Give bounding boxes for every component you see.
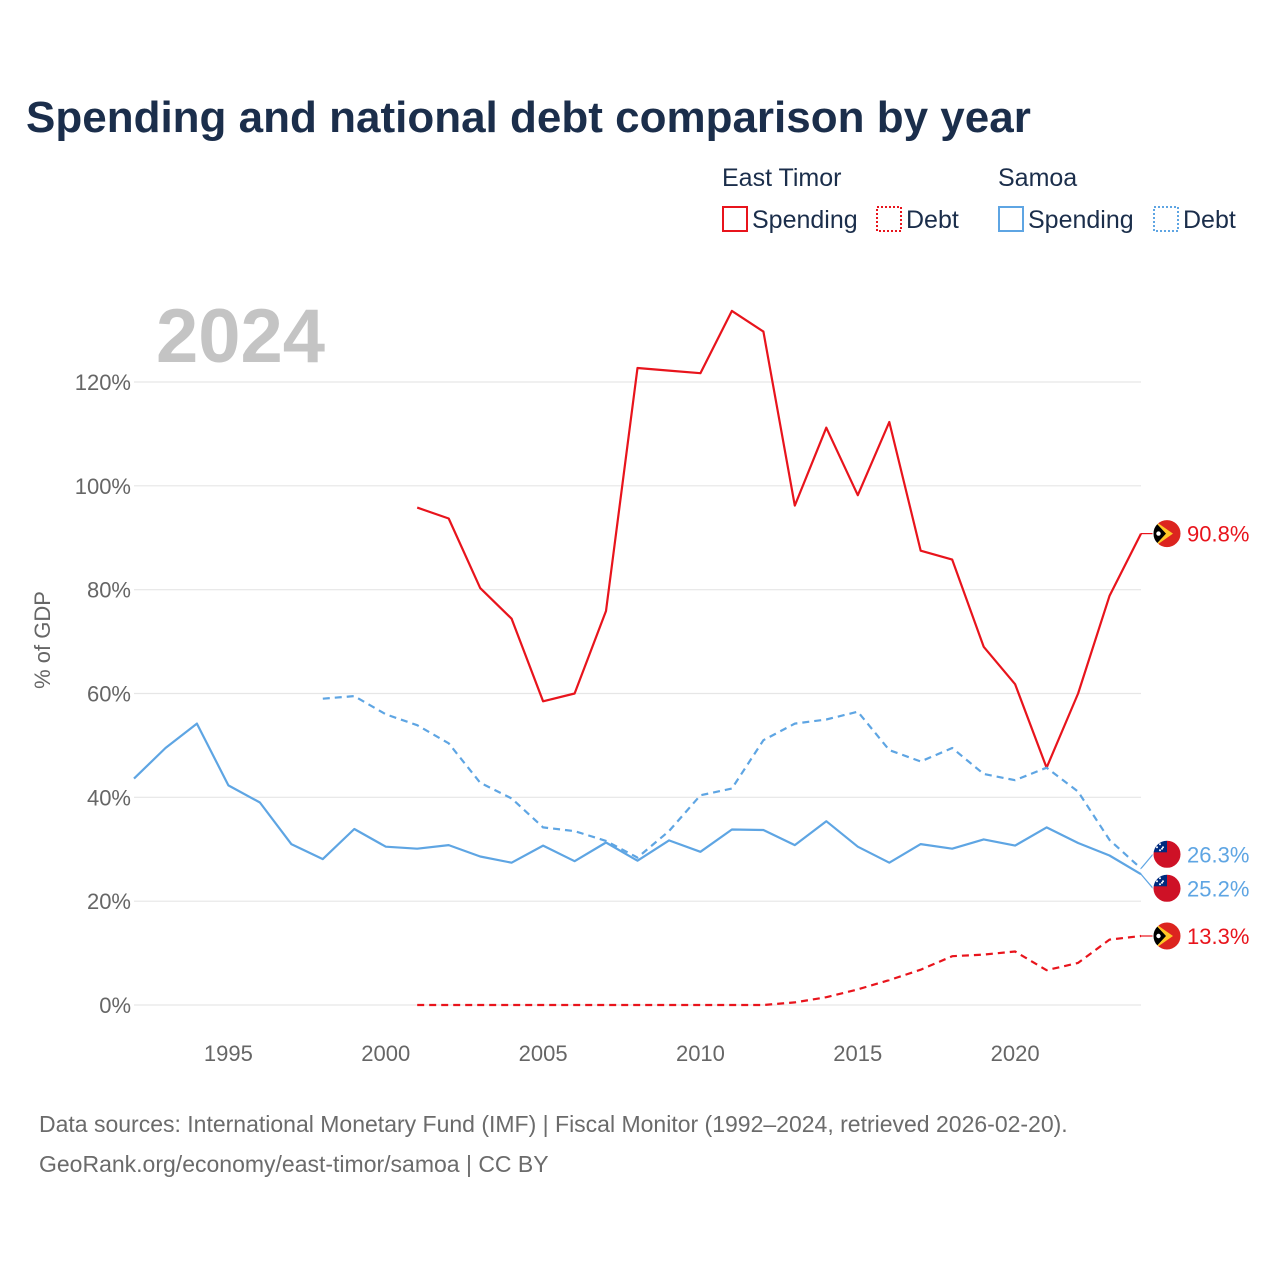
legend-swatch-east-timor-spending[interactable]: [722, 206, 748, 232]
x-tick-label-2000: 2000: [361, 1041, 410, 1066]
y-tick-label-60: 60%: [87, 682, 131, 707]
legend-label-samoa-debt[interactable]: Debt: [1183, 206, 1236, 234]
legend-group-east-timor: East Timor: [722, 164, 841, 192]
legend-label-samoa-spending[interactable]: Spending: [1028, 206, 1134, 234]
end-label-east-timor-debt: 13.3%: [1187, 924, 1249, 949]
x-tick-label-1995: 1995: [204, 1041, 253, 1066]
y-axis-title: % of GDP: [30, 591, 55, 689]
legend-swatch-samoa-spending[interactable]: [998, 206, 1024, 232]
legend-group-samoa: Samoa: [998, 164, 1077, 192]
legend-label-east-timor-debt[interactable]: Debt: [906, 206, 959, 234]
legend: East Timor Spending Debt Samoa Spending …: [722, 164, 1236, 234]
x-tick-label-2020: 2020: [991, 1041, 1040, 1066]
x-tick-label-2015: 2015: [833, 1041, 882, 1066]
series-line-east-timor-spending[interactable]: [416, 309, 1142, 769]
flag-samoa-icon: [1152, 839, 1182, 869]
y-axis-ticks: 0% 20% 40% 60% 80% 100% 120%: [75, 370, 131, 1018]
series-lines: [133, 309, 1142, 1007]
legend-label-east-timor-spending[interactable]: Spending: [752, 206, 858, 234]
grid: [134, 381, 1141, 1006]
x-axis-ticks: 1995 2000 2005 2010 2015 2020: [204, 1041, 1040, 1066]
footer-credit: GeoRank.org/economy/east-timor/samoa | C…: [39, 1151, 549, 1177]
x-tick-label-2005: 2005: [519, 1041, 568, 1066]
flag-east-timor-icon: [1152, 921, 1182, 951]
year-watermark: 2024: [156, 294, 325, 379]
y-tick-label-120: 120%: [75, 370, 131, 395]
y-tick-label-80: 80%: [87, 578, 131, 603]
x-tick-label-2010: 2010: [676, 1041, 725, 1066]
footer-source: Data sources: International Monetary Fun…: [39, 1111, 1068, 1137]
series-line-samoa-spending[interactable]: [133, 722, 1142, 876]
legend-swatch-east-timor-debt[interactable]: [876, 206, 902, 232]
end-connector-samoa-spending: [1140, 873, 1154, 889]
y-tick-label-0: 0%: [99, 993, 131, 1018]
y-tick-label-40: 40%: [87, 785, 131, 810]
series-line-east-timor-debt[interactable]: [417, 934, 1142, 1007]
end-label-samoa-debt: 26.3%: [1187, 842, 1249, 867]
end-label-samoa-spending: 25.2%: [1187, 876, 1249, 901]
y-tick-label-100: 100%: [75, 474, 131, 499]
flag-east-timor-icon: [1152, 519, 1182, 549]
chart-title: Spending and national debt comparison by…: [26, 93, 1031, 142]
end-connector-samoa-debt: [1140, 853, 1154, 869]
y-tick-label-20: 20%: [87, 889, 131, 914]
end-markers: 90.8% 13.3% 25.2% 26.3%: [1140, 519, 1249, 951]
end-label-east-timor-spending: 90.8%: [1187, 522, 1249, 547]
legend-swatch-samoa-debt[interactable]: [1153, 206, 1179, 232]
flag-samoa-icon: [1152, 873, 1182, 903]
